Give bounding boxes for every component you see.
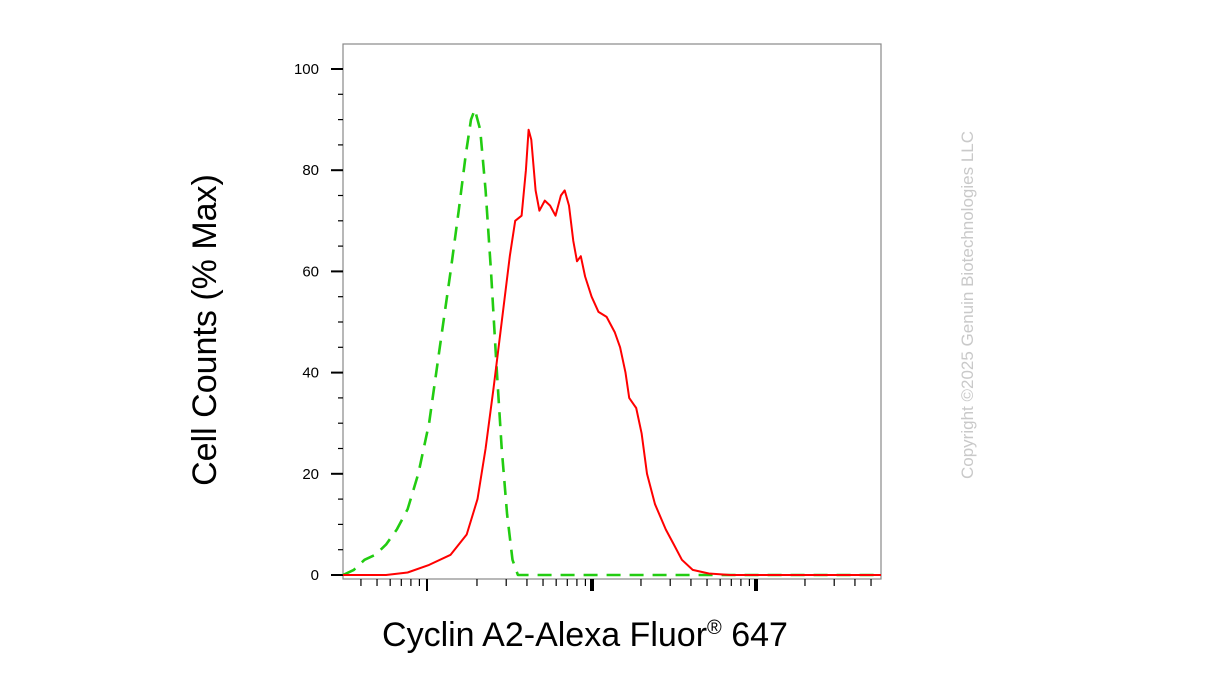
- x-axis-ticks: [360, 579, 872, 591]
- series-layer: [342, 108, 881, 577]
- y-tick-label: 40: [302, 365, 319, 382]
- x-axis-title: Cyclin A2-Alexa Fluor® 647: [0, 616, 1170, 655]
- y-tick-label: 60: [302, 263, 319, 280]
- y-axis-ticks: 0 20 40 60 80 100: [294, 61, 343, 584]
- x-axis-title-suffix: 647: [721, 616, 788, 654]
- registered-mark: ®: [707, 617, 722, 639]
- y-tick-label: 20: [302, 466, 319, 483]
- y-tick-label: 0: [311, 567, 319, 584]
- y-axis-title: Cell Counts (% Max): [186, 174, 224, 486]
- control-histogram-line: [342, 108, 881, 577]
- y-tick-label: 100: [294, 61, 319, 78]
- x-axis-title-text: Cyclin A2-Alexa Fluor: [382, 616, 708, 654]
- sample-histogram-line: [343, 128, 881, 576]
- y-tick-label: 80: [302, 162, 319, 179]
- plot-frame: [342, 43, 882, 580]
- copyright-watermark: Copyright ©2025 Genuin Biotechnologies L…: [958, 130, 977, 480]
